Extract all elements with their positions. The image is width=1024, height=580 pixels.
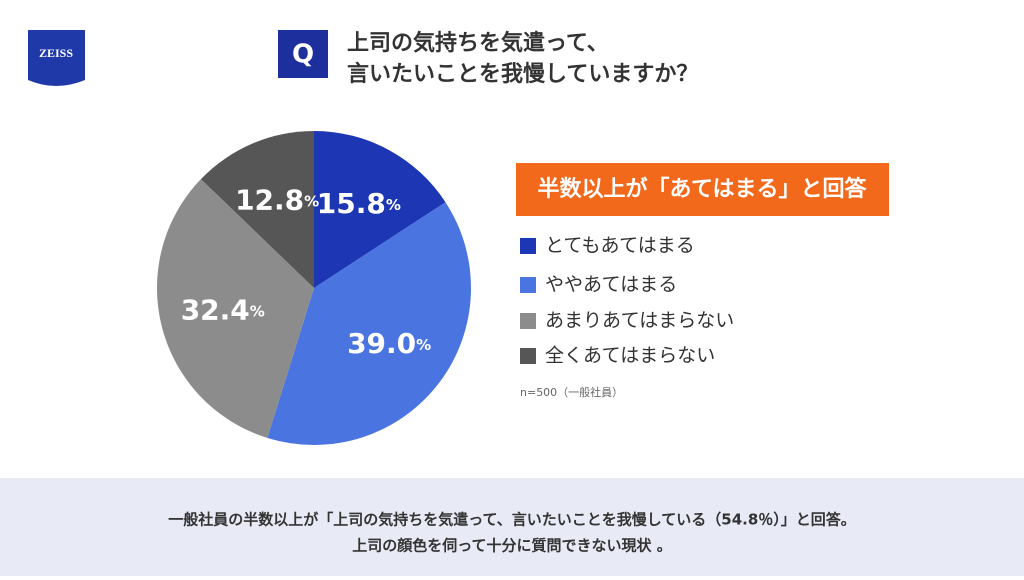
legend-label: 全くあてはまらない <box>545 345 715 367</box>
title-line: 言いたいことを我慢していますか？ <box>347 61 698 87</box>
legend-swatch <box>520 238 536 254</box>
data-label: 12.8% <box>235 183 319 216</box>
data-label: 15.8% <box>317 187 401 220</box>
data-label: 39.0% <box>347 327 431 360</box>
pie-slice <box>267 202 472 445</box>
question-mark: Q <box>292 40 314 70</box>
footer-line: 上司の顔色を伺って十分に質問できない現状 。 <box>352 537 671 555</box>
callout-text: 半数以上が「あてはまる」と回答 <box>537 176 867 202</box>
pie-slice <box>156 179 314 438</box>
logo-text: ZEISS <box>39 46 73 60</box>
legend-swatch <box>520 277 536 293</box>
legend-swatch <box>520 348 536 364</box>
footer-band <box>0 478 1024 576</box>
data-label-value: 39.0 <box>347 327 416 360</box>
legend-label: ややあてはまる <box>545 274 677 296</box>
callout-box <box>516 163 889 216</box>
legend-swatch <box>520 313 536 329</box>
data-label-unit: % <box>386 196 401 214</box>
data-label: 32.4% <box>181 293 265 326</box>
data-label-unit: % <box>250 302 265 320</box>
legend-label: とてもあてはまる <box>545 235 695 257</box>
question-box <box>278 30 328 78</box>
data-label-unit: % <box>416 335 431 353</box>
pie-slice <box>200 131 314 288</box>
data-label-value: 32.4 <box>181 293 250 326</box>
title-line: 上司の気持ちを気遣って、 <box>347 30 609 56</box>
data-label-value: 15.8 <box>317 187 386 220</box>
legend-label: あまりあてはまらない <box>545 310 734 332</box>
data-label-value: 12.8 <box>235 183 304 216</box>
note: n=500（一般社員） <box>520 385 623 399</box>
footer-line: 一般社員の半数以上が「上司の気持ちを気遣って、言いたいことを我慢している（54.… <box>168 511 856 529</box>
data-label-unit: % <box>304 192 319 210</box>
logo-shape <box>28 30 85 86</box>
pie-slice <box>314 131 446 288</box>
